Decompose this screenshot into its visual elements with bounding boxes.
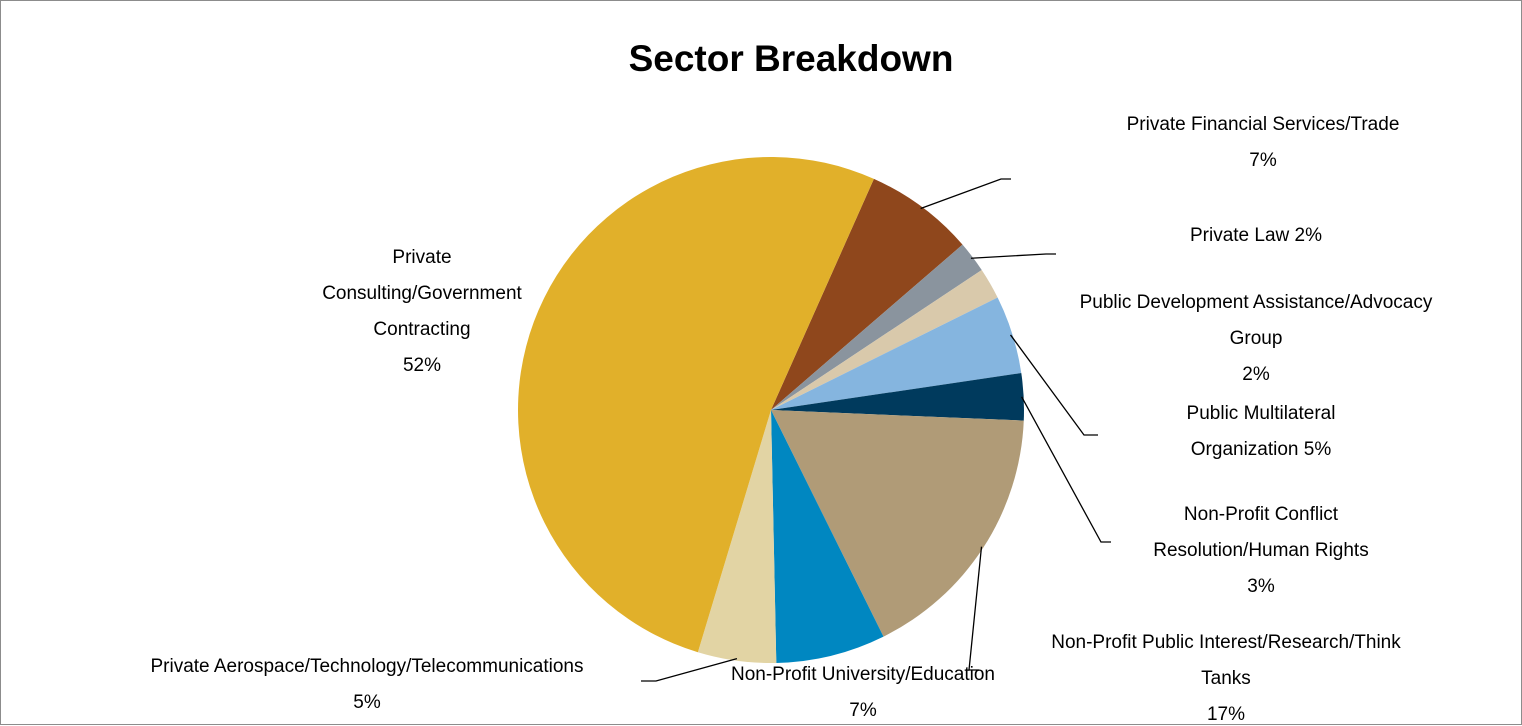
data-label-public-development-assistance-advocacy-group: Public Development Assistance/Advocacy Gr… [1080,292,1433,385]
leader-line-private-aerospace-technology-telecommunications [641,658,738,682]
pie-slice-non-profit-conflict-resolution-human-rights [771,373,1024,421]
pie-slice-private-financial-services-trade [771,178,963,410]
pie-slice-private-law [771,244,982,410]
leader-lines [641,178,1111,682]
leader-line-private-financial-services-trade [920,178,1011,210]
leader-line-non-profit-public-interest-research-think-tanks [968,546,983,671]
pie-slice-non-profit-university-education [771,410,884,663]
data-label-non-profit-public-interest-research-think-tanks: Non-Profit Public Interest/Research/Thin… [1051,632,1401,725]
pie-slice-private-aerospace-technology-telecommunications [697,410,777,663]
leader-line-private-law [970,253,1056,259]
pie-slice-private-consulting-government-contracting [518,157,874,653]
data-label-non-profit-university-education: Non-Profit University/Education 7% [731,664,995,721]
pie-slice-public-development-assistance-advocacy-group [771,269,998,410]
data-label-private-consulting-government-contracting: Private Consulting/Government Contracting 5… [322,247,522,376]
pie-slice-public-multilateral-organization [771,297,1022,410]
leader-line-non-profit-conflict-resolution-human-rights [1021,396,1111,543]
chart-title: Sector Breakdown [629,38,954,79]
data-label-private-law: Private Law 2% [1190,225,1322,246]
data-label-private-aerospace-technology-telecommunications: Private Aerospace/Technology/Telecommuni… [150,656,583,713]
data-label-non-profit-conflict-resolution-human-rights: Non-Profit Conflict Resolution/Human Righ… [1153,504,1368,597]
data-labels: Private Financial Services/Trade 7% Privat… [150,114,1432,725]
pie-slices [518,157,1024,663]
leader-line-public-multilateral-organization [1009,334,1098,436]
data-label-private-financial-services-trade: Private Financial Services/Trade 7% [1127,114,1400,171]
pie-slice-non-profit-public-interest-research-think-tanks [771,410,1024,637]
data-label-public-multilateral-organization: Public Multilateral Organization 5% [1187,403,1336,460]
